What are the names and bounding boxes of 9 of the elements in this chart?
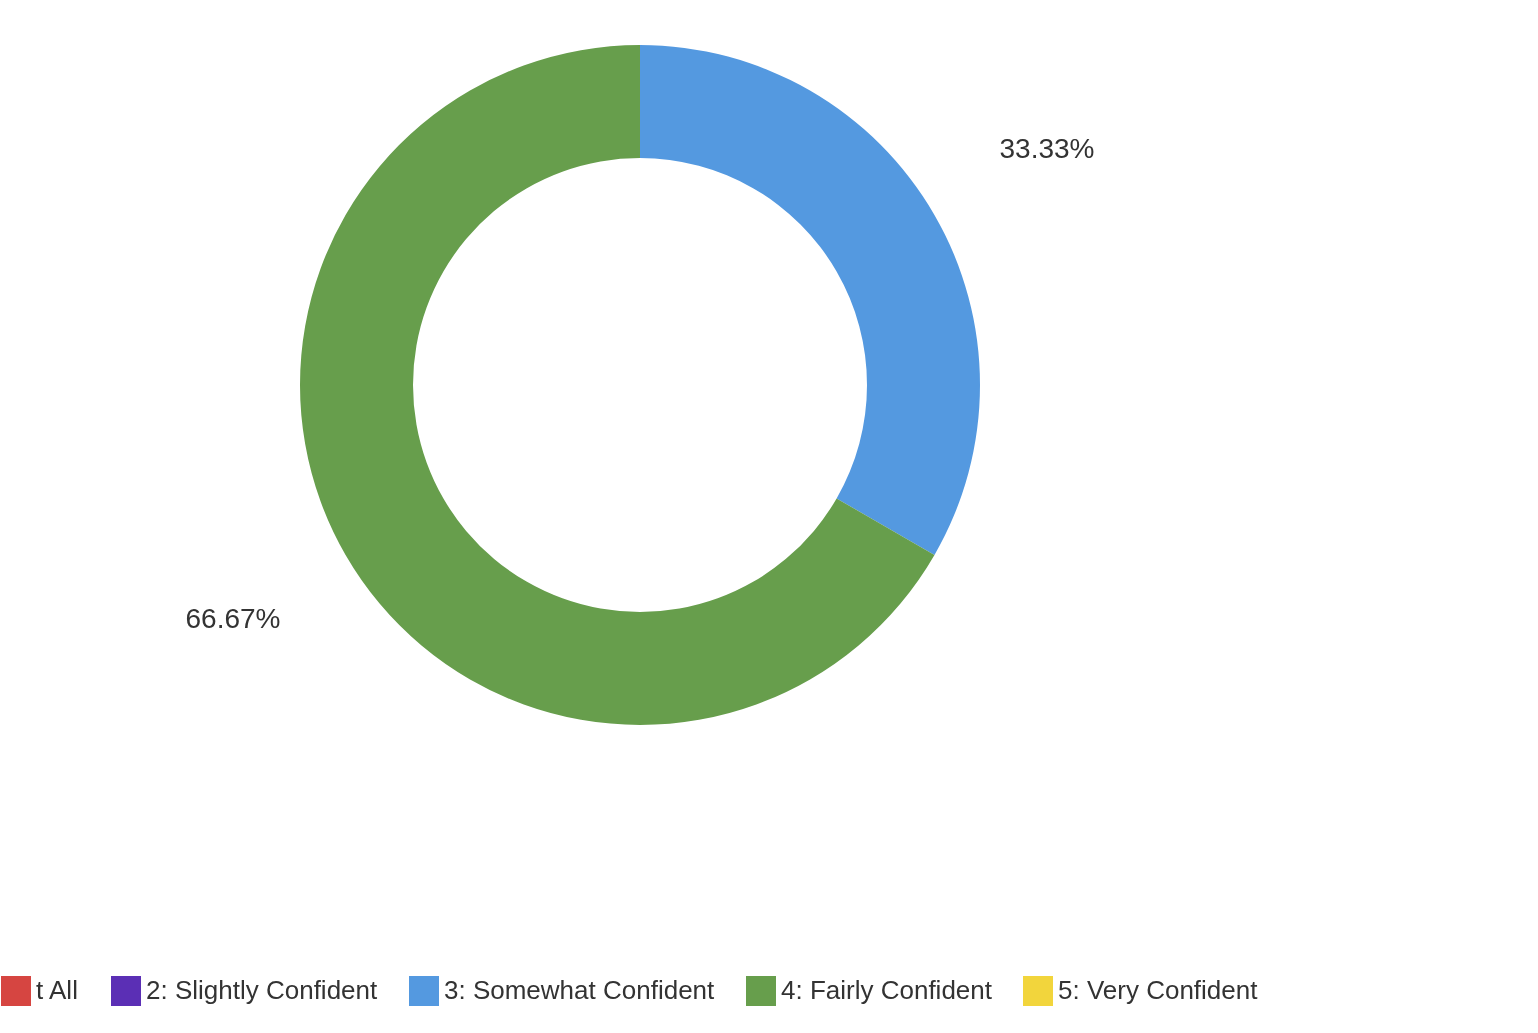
legend-label: t All [36, 975, 78, 1005]
legend-label: 5: Very Confident [1058, 975, 1259, 1005]
legend-label: 4: Fairly Confident [781, 975, 993, 1005]
data-label: 66.67% [185, 603, 281, 635]
data-label: 33.33% [999, 132, 1095, 164]
legend-label: 3: Somewhat Confident [444, 975, 716, 1005]
donut-slice [640, 45, 980, 555]
donut-slice [300, 45, 935, 725]
legend-label: 2: Slightly Confident [146, 975, 379, 1005]
